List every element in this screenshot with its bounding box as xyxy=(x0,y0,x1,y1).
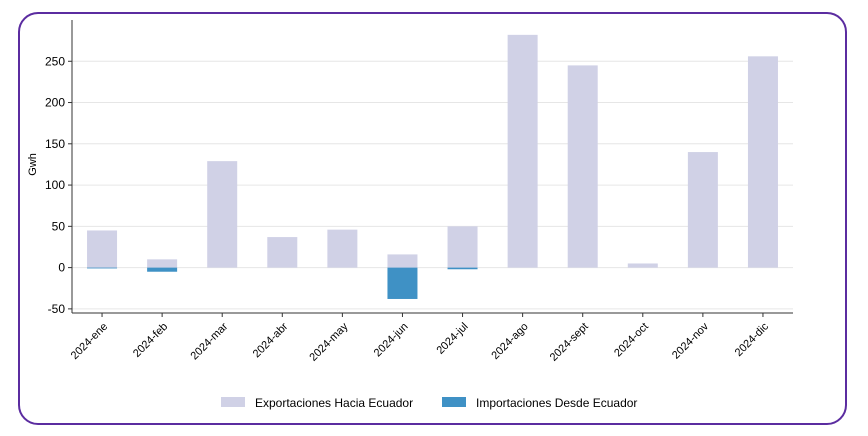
grid-lines xyxy=(72,60,793,310)
x-tick-label: 2024-jul xyxy=(435,321,471,357)
bars xyxy=(87,34,778,299)
y-axis-label: Gwh xyxy=(27,153,39,176)
legend-label: Importaciones Desde Ecuador xyxy=(476,396,637,410)
axes xyxy=(71,20,793,314)
legend-label: Exportaciones Hacia Ecuador xyxy=(255,396,413,410)
y-tick-label: 50 xyxy=(52,219,66,233)
bar-exportaciones-2024-oct xyxy=(627,263,658,268)
x-tick-label: 2024-nov xyxy=(670,320,711,361)
x-tick-label: 2024-may xyxy=(307,320,350,363)
y-tick-label: 0 xyxy=(58,261,65,275)
x-tick-label: 2024-sept xyxy=(548,321,591,364)
bar-exportaciones-2024-jul xyxy=(447,226,478,268)
bar-importaciones-2024-feb xyxy=(147,267,178,272)
x-tick-label: 2024-jun xyxy=(372,321,411,360)
legend-swatch xyxy=(221,397,245,407)
bar-exportaciones-2024-sept xyxy=(567,65,598,268)
x-tick-label: 2024-feb xyxy=(131,321,170,360)
x-tick-label: 2024-oct xyxy=(612,321,651,360)
legend-swatch xyxy=(442,397,466,407)
x-tick-label: 2024-ene xyxy=(69,321,110,362)
bar-exportaciones-2024-dic xyxy=(747,56,778,268)
y-tick-label: -50 xyxy=(48,302,66,316)
x-tick-label: 2024-mar xyxy=(189,320,231,362)
x-tick-label: 2024-abr xyxy=(251,320,291,360)
bar-importaciones-2024-jul xyxy=(447,267,478,270)
bar-exportaciones-2024-feb xyxy=(147,259,178,268)
x-ticks: 2024-ene 2024-feb 2024-mar 2024-abr 2024-may… xyxy=(69,313,772,364)
bar-exportaciones-2024-may xyxy=(327,229,358,268)
y-tick-label: 150 xyxy=(45,137,65,151)
bar-exportaciones-2024-jun xyxy=(387,254,418,268)
y-tick-label: 100 xyxy=(45,178,65,192)
bar-importaciones-2024-ene xyxy=(87,267,118,269)
x-tick-label: 2024-ago xyxy=(489,321,530,362)
bar-exportaciones-2024-ene xyxy=(87,230,118,268)
x-tick-label: 2024-dic xyxy=(733,320,772,359)
bar-exportaciones-2024-abr xyxy=(267,237,298,268)
bar-exportaciones-2024-ago xyxy=(507,34,538,268)
y-ticks: -50 0 50 100 150 200 250 xyxy=(45,54,72,316)
bar-exportaciones-2024-mar xyxy=(207,161,238,268)
bar-importaciones-2024-jun xyxy=(387,267,418,299)
bar-exportaciones-2024-nov xyxy=(687,152,718,268)
legend: Exportaciones Hacia Ecuador Importaciones… xyxy=(221,396,637,410)
y-tick-label: 250 xyxy=(45,54,65,68)
y-tick-label: 200 xyxy=(45,96,65,110)
